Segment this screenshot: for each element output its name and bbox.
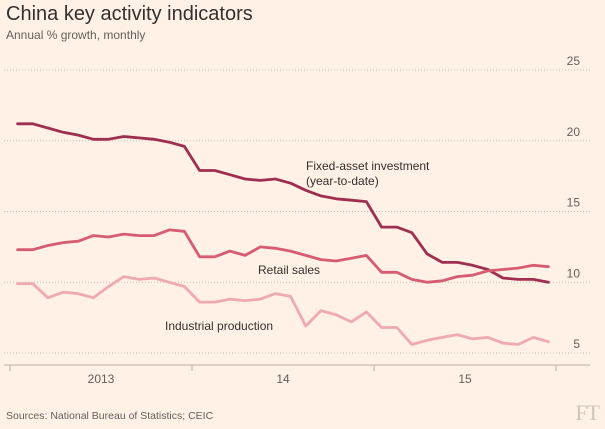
y-tick-label-20: 20 — [567, 125, 581, 139]
series-label-0-line-0: Fixed-asset investment — [306, 159, 430, 173]
series-label-1-line-0: Retail sales — [258, 263, 320, 277]
source-note: Sources: National Bureau of Statistics; … — [6, 410, 214, 422]
y-tick-label-10: 10 — [567, 266, 581, 280]
series-line-retail-sales — [16, 228, 550, 284]
x-tick-label-0: 2013 — [88, 372, 115, 386]
x-tick-label-2: 15 — [458, 372, 472, 386]
series-line-fixed-asset-investment-year-to-date — [16, 122, 550, 284]
chart-title: China key activity indicators — [6, 3, 253, 25]
y-tick-label-25: 25 — [567, 54, 581, 68]
series-line-industrial-production — [16, 275, 550, 346]
series-label-0-line-1: (year-to-date) — [306, 174, 379, 188]
y-tick-label-5: 5 — [573, 337, 580, 351]
x-tick-label-1: 14 — [276, 372, 290, 386]
series-label-2-line-0: Industrial production — [165, 319, 273, 333]
chart-subtitle: Annual % growth, monthly — [6, 28, 146, 42]
y-tick-label-15: 15 — [567, 196, 581, 210]
ft-logo: FT — [575, 400, 600, 425]
